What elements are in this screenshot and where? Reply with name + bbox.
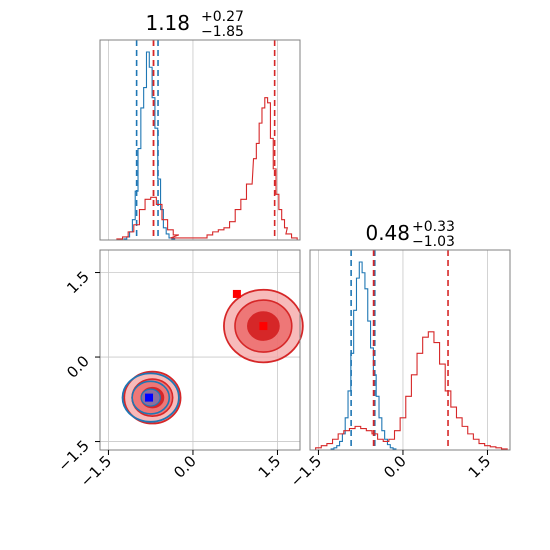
contour-panel: −1.5 0.0 1.5−1.50.01.5: [54, 249, 304, 491]
histogram-step: [315, 331, 508, 450]
title-param-2-value: 0.48: [365, 221, 410, 245]
x-tick-label: 1.5: [255, 452, 285, 482]
y-tick-label: 1.5: [63, 268, 93, 298]
histogram-panel-param-2: −1.5 0.0 1.5: [287, 249, 511, 491]
title-param-2-lower: −1.03: [412, 234, 455, 250]
y-tick-label: 0.0: [63, 352, 93, 382]
axes-frame: [309, 249, 511, 451]
histogram-step: [328, 261, 399, 451]
histogram-step: [116, 97, 298, 240]
axes-frame: [99, 249, 301, 451]
marker-square: [232, 289, 241, 298]
contour-level: [121, 372, 180, 423]
x-tick-label: 0.0: [170, 452, 200, 482]
histogram-step: [121, 51, 178, 241]
title-param-2-upper: +0.33: [412, 219, 455, 235]
histogram-panel-param-1: [99, 39, 301, 241]
x-tick-label: 1.5: [465, 452, 495, 482]
contour-level: [131, 380, 171, 415]
title-param-1-value: 1.18: [145, 11, 190, 35]
title-param-1-upper: +0.27: [201, 9, 244, 25]
marker-square: [259, 322, 268, 331]
x-tick-label: 0.0: [380, 452, 410, 482]
title-param-1-lower: −1.85: [201, 24, 244, 40]
marker-square: [145, 393, 154, 402]
x-tick-label: −1.5: [287, 452, 325, 490]
axes-frame: [99, 39, 301, 241]
